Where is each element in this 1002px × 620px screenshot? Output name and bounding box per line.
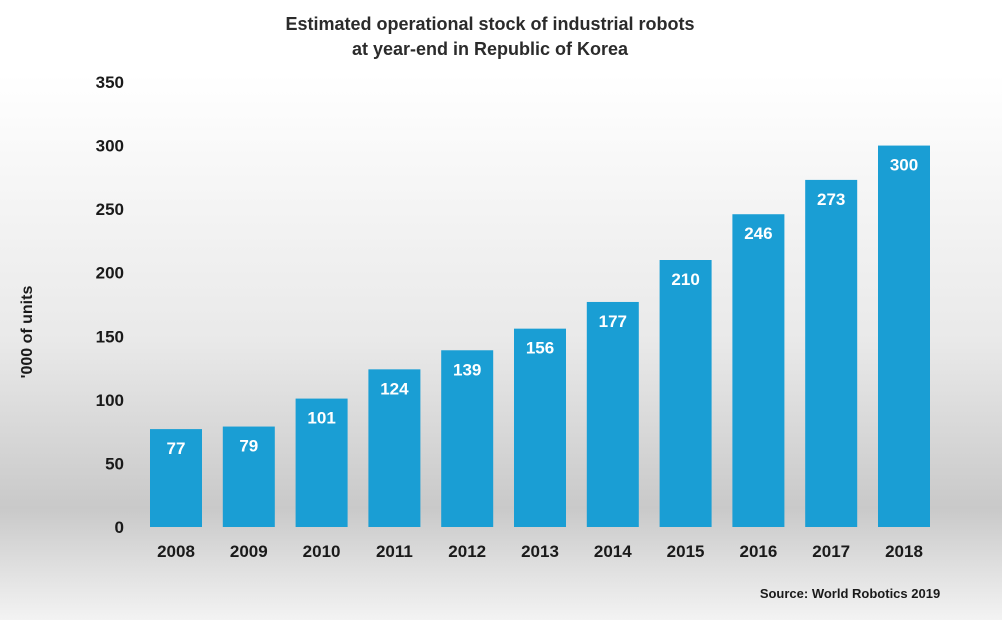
y-tick-label: 150 xyxy=(96,327,124,346)
bar xyxy=(222,426,275,527)
bar xyxy=(805,179,858,527)
y-tick-label: 50 xyxy=(105,454,124,473)
y-tick-label: 350 xyxy=(96,73,124,92)
bar-value-label: 124 xyxy=(380,379,409,398)
x-tick-label: 2009 xyxy=(230,542,268,561)
bar-value-label: 177 xyxy=(599,312,627,331)
bar xyxy=(732,214,785,527)
bar xyxy=(295,398,348,527)
y-tick-label: 300 xyxy=(96,137,124,156)
y-tick-label: 100 xyxy=(96,391,124,410)
x-tick-label: 2011 xyxy=(376,542,413,561)
x-tick-label: 2018 xyxy=(885,542,923,561)
bar-value-label: 101 xyxy=(307,409,335,428)
x-tick-label: 2008 xyxy=(157,542,195,561)
bar xyxy=(586,301,639,527)
x-axis-ticks: 2008 2009 2010 2011 2012 2013 2014 2015 2016 2017… xyxy=(157,542,923,561)
bar xyxy=(514,328,566,527)
x-tick-label: 2014 xyxy=(594,542,632,561)
bar-value-label: 300 xyxy=(890,156,918,175)
bar xyxy=(441,350,494,527)
y-tick-label: 200 xyxy=(96,264,124,283)
chart-subtitle: at year-end in Republic of Korea xyxy=(352,39,629,59)
bar-value-label: 156 xyxy=(526,339,554,358)
y-axis-ticks: 0 50 100 150 200 250 300 350 xyxy=(96,73,124,537)
bar xyxy=(878,145,930,528)
bar-value-label: 77 xyxy=(167,439,186,458)
x-tick-label: 2012 xyxy=(448,542,486,561)
bar xyxy=(368,369,421,527)
x-tick-label: 2013 xyxy=(521,542,559,561)
chart-title: Estimated operational stock of industria… xyxy=(285,14,694,34)
x-tick-label: 2017 xyxy=(812,542,850,561)
bar-value-label: 139 xyxy=(453,360,481,379)
bar xyxy=(659,260,712,527)
x-tick-label: 2016 xyxy=(739,542,777,561)
bar-value-label: 79 xyxy=(239,437,258,456)
source-note: Source: World Robotics 2019 xyxy=(760,586,940,601)
bar-value-label: 210 xyxy=(671,270,699,289)
x-tick-label: 2015 xyxy=(667,542,705,561)
bar-value-label: 246 xyxy=(744,224,772,243)
x-tick-label: 2010 xyxy=(303,542,341,561)
y-tick-label: 0 xyxy=(115,518,124,537)
bar-series: 77 79 101 124 139 156 177 210 246 273 300 xyxy=(150,145,930,528)
bar-value-label: 273 xyxy=(817,190,845,209)
y-tick-label: 250 xyxy=(96,200,124,219)
y-axis-title: '000 of units xyxy=(19,286,36,379)
bar xyxy=(150,429,202,527)
